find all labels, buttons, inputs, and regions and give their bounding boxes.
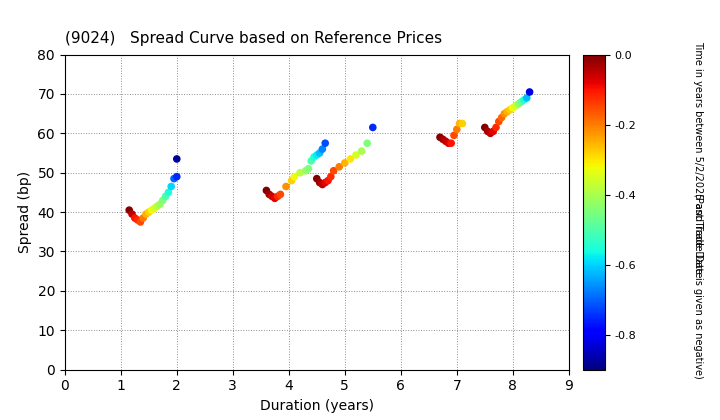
Point <box>516 98 527 105</box>
Point <box>504 106 516 113</box>
Point <box>456 120 468 127</box>
Point <box>496 114 508 121</box>
Point <box>163 189 174 196</box>
Point <box>323 177 334 184</box>
Point <box>132 217 143 223</box>
Point <box>446 140 457 147</box>
Text: Time in years between 5/2/2025 and Trade Date: Time in years between 5/2/2025 and Trade… <box>693 42 703 278</box>
Point <box>166 183 177 190</box>
Point <box>320 179 331 186</box>
Point <box>269 195 281 202</box>
Point <box>510 102 521 109</box>
Point <box>126 211 138 218</box>
Point <box>294 169 306 176</box>
Point <box>314 150 325 156</box>
Point <box>356 148 367 155</box>
Point <box>264 191 275 198</box>
Point <box>513 100 524 107</box>
Point <box>160 193 171 199</box>
Point <box>143 209 155 215</box>
Point <box>129 215 140 221</box>
Point <box>123 207 135 213</box>
Point <box>521 94 533 101</box>
Point <box>325 173 336 180</box>
Point <box>286 177 297 184</box>
Point <box>140 211 152 218</box>
Point <box>493 118 505 125</box>
Point <box>507 105 518 111</box>
Point <box>501 108 513 115</box>
Point <box>171 155 183 162</box>
Point <box>317 146 328 152</box>
Point <box>451 126 462 133</box>
Point <box>328 168 339 174</box>
Point <box>146 207 158 213</box>
Point <box>305 158 317 164</box>
Point <box>308 154 320 160</box>
Point <box>434 134 446 141</box>
Point <box>367 124 379 131</box>
Point <box>171 173 183 180</box>
Text: (Past Trade Date is given as negative): (Past Trade Date is given as negative) <box>693 193 703 378</box>
Point <box>518 97 530 103</box>
Text: (9024)   Spread Curve based on Reference Prices: (9024) Spread Curve based on Reference P… <box>65 32 442 47</box>
Point <box>345 155 356 162</box>
Point <box>524 89 536 95</box>
Point <box>350 152 361 158</box>
Point <box>302 165 314 172</box>
Point <box>266 193 278 199</box>
Point <box>289 173 300 180</box>
Point <box>499 110 510 117</box>
Point <box>454 120 465 127</box>
Point <box>485 130 496 137</box>
Point <box>487 128 499 135</box>
Point <box>482 128 493 135</box>
Point <box>261 187 272 194</box>
Point <box>490 124 502 131</box>
Point <box>154 201 166 207</box>
Point <box>314 179 325 186</box>
Point <box>311 175 323 182</box>
Point <box>440 138 451 144</box>
Point <box>157 197 168 204</box>
Point <box>272 193 284 199</box>
Point <box>280 183 292 190</box>
Point <box>311 152 323 158</box>
Point <box>443 140 454 147</box>
Point <box>148 205 160 212</box>
Point <box>135 218 146 225</box>
Point <box>339 160 351 166</box>
Point <box>168 175 180 182</box>
Point <box>437 136 449 143</box>
Point <box>151 203 163 210</box>
Point <box>300 168 311 174</box>
Point <box>361 140 373 147</box>
Point <box>320 140 331 147</box>
Point <box>333 163 345 170</box>
X-axis label: Duration (years): Duration (years) <box>260 399 374 413</box>
Point <box>317 181 328 188</box>
Point <box>138 215 149 221</box>
Point <box>274 191 286 198</box>
Point <box>449 132 460 139</box>
Y-axis label: Spread (bp): Spread (bp) <box>18 171 32 253</box>
Point <box>479 124 490 131</box>
